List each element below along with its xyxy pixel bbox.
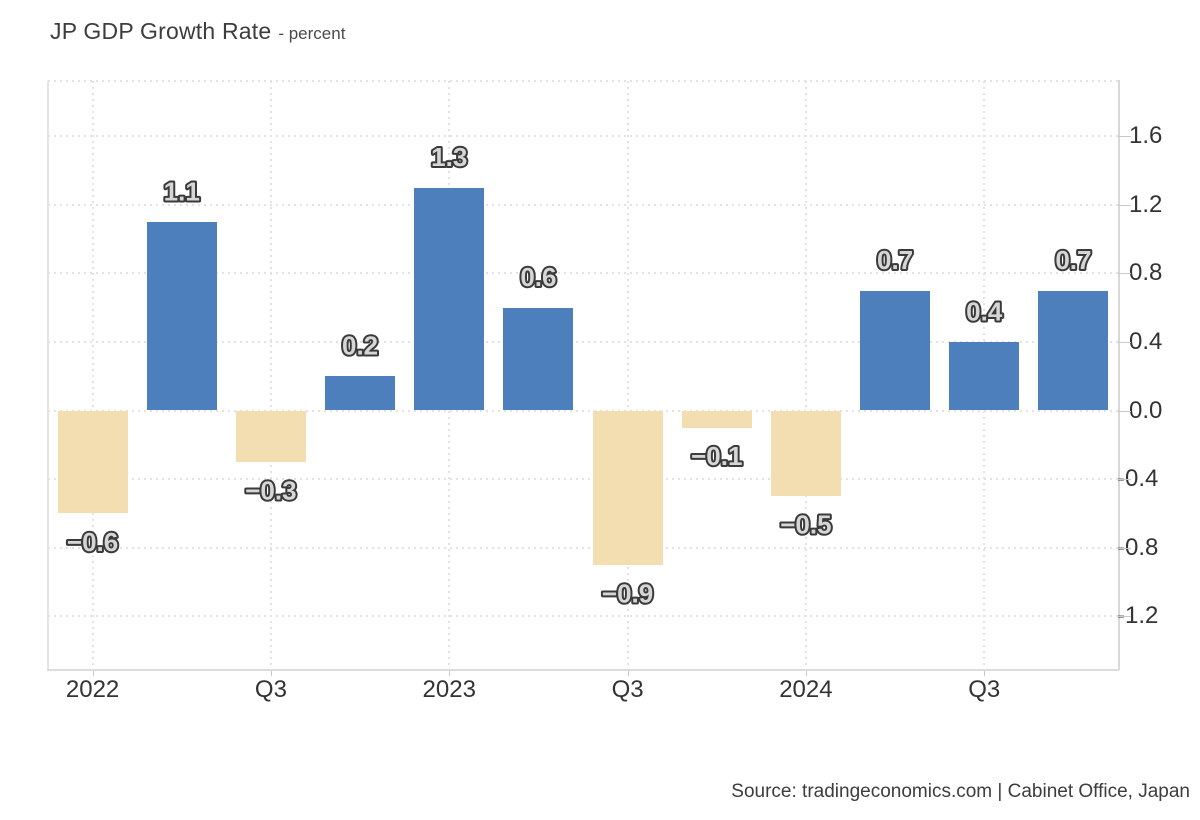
y-axis-label: 1.2 [1129, 190, 1163, 218]
bar-value-label: 0.7 [877, 245, 913, 275]
gridline-horizontal [48, 409, 1118, 412]
y-axis-tick [1118, 410, 1131, 412]
bar-2024-q4[interactable] [1038, 290, 1109, 411]
bar-2022-q2[interactable] [146, 221, 217, 411]
x-axis-tick [92, 671, 94, 676]
y-axis-line [1118, 80, 1120, 670]
y-axis-label: -0.4 [1117, 465, 1159, 493]
x-axis-label: Q3 [611, 676, 644, 703]
bar-2023-q1[interactable] [414, 187, 485, 411]
bar-2023-q3[interactable] [592, 410, 663, 565]
x-axis-tick [627, 671, 629, 676]
bar-2024-q3[interactable] [949, 341, 1020, 411]
bar-value-label: −0.1 [691, 441, 742, 471]
gridline-horizontal [48, 340, 1118, 343]
y-axis-label: 0.0 [1129, 396, 1163, 424]
bar-2022-q4[interactable] [325, 376, 396, 411]
source-attribution: Source: tradingeconomics.com | Cabinet O… [731, 781, 1190, 802]
x-axis-label: Q3 [968, 676, 1001, 703]
gridline-vertical [269, 81, 272, 669]
bar-2023-q4[interactable] [681, 410, 752, 428]
gridline-vertical [804, 81, 807, 669]
bar-2024-q2[interactable] [860, 290, 931, 411]
plot-border-top [48, 80, 1118, 82]
y-axis-tick [1118, 136, 1131, 138]
y-axis-tick [1118, 547, 1131, 549]
bar-2023-q2[interactable] [503, 307, 574, 411]
x-axis-line [47, 669, 1119, 671]
y-axis-label: 0.8 [1129, 259, 1163, 287]
gridline-horizontal [48, 546, 1118, 549]
y-axis-tick [1118, 204, 1131, 206]
y-axis-tick [1118, 616, 1131, 618]
gridline-horizontal [48, 203, 1118, 206]
page-title: JP GDP Growth Rate [50, 18, 272, 44]
chart-header: JP GDP Growth Rate - percent [50, 18, 345, 45]
y-axis-tick [1118, 273, 1131, 275]
gridline-horizontal [48, 272, 1118, 275]
gridline-horizontal [48, 615, 1118, 618]
y-axis-label: 0.4 [1129, 327, 1163, 355]
gridline-horizontal [48, 478, 1118, 481]
bar-2022-q3[interactable] [235, 410, 306, 462]
bar-value-label: 0.2 [342, 331, 378, 361]
y-axis-label: 1.6 [1129, 122, 1163, 150]
y-axis-tick [1118, 479, 1131, 481]
x-axis-tick [805, 671, 807, 676]
bar-value-label: 0.7 [1055, 245, 1091, 275]
x-axis-label: Q3 [254, 676, 287, 703]
plot-border-left [47, 81, 49, 669]
x-axis-tick [270, 671, 272, 676]
bar-value-label: 1.1 [164, 176, 200, 206]
gridline-horizontal [48, 135, 1118, 138]
bar-value-label: 0.6 [520, 262, 556, 292]
gridline-vertical [91, 81, 94, 669]
bar-2024-q1[interactable] [770, 410, 841, 497]
page-subtitle: - percent [278, 24, 346, 43]
gridline-vertical [626, 81, 629, 669]
x-axis-label: 2024 [779, 676, 833, 703]
y-axis-tick [1118, 341, 1131, 343]
y-axis-label: -1.2 [1117, 602, 1159, 630]
x-axis-tick [984, 671, 986, 676]
bar-2022-q1[interactable] [57, 410, 128, 514]
y-axis-label: -0.8 [1117, 533, 1159, 561]
x-axis-label: 2023 [422, 676, 476, 703]
x-axis-tick [449, 671, 451, 676]
x-axis-label: 2022 [65, 676, 120, 703]
